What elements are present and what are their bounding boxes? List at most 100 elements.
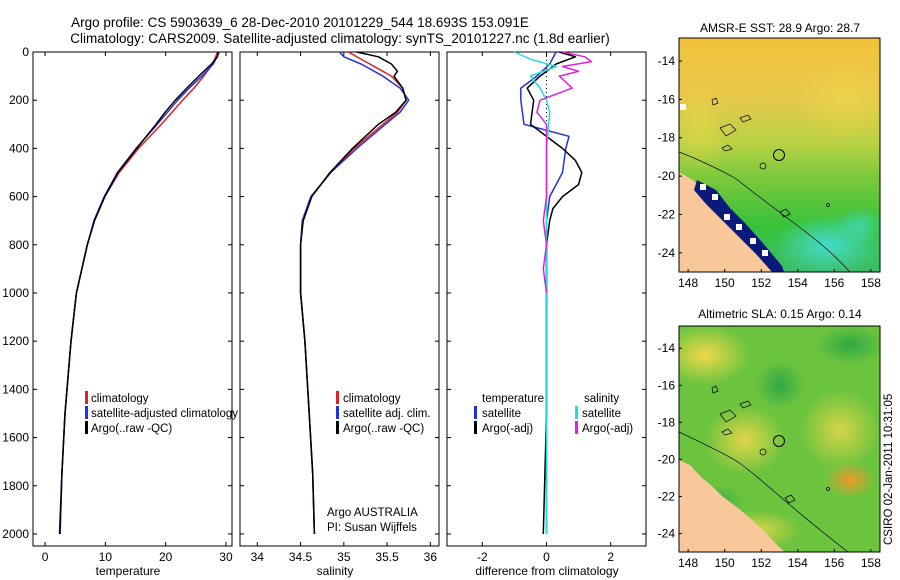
sst-map-image <box>679 38 880 272</box>
x-tick-label: 30 <box>219 550 233 564</box>
salinity-axes-frame <box>239 51 440 547</box>
lat-tick-label: -14 <box>658 54 676 68</box>
lon-tick-label: 148 <box>678 276 698 290</box>
legend-swatch-argo <box>336 421 339 434</box>
sla-map-panel: Altimetric SLA: 0.15 Argo: 0.14 148 150 15… <box>658 307 882 570</box>
series-line-salinity-argo-adj <box>536 51 593 294</box>
legend-swatch-climatology <box>336 391 339 404</box>
csiro-credit: CSIRO 02-Jan-2011 10:31:05 <box>883 394 895 545</box>
lat-tick-label: -22 <box>658 207 676 221</box>
temperature-panel: 0 200 400 600 800 1000 1200 1400 1600 1800 2000 0 1… <box>2 45 238 578</box>
title-line2: Climatology: CARS2009. Satellite-adjuste… <box>70 31 610 46</box>
x-tick-label: 2 <box>607 550 614 564</box>
legend-satellite-adjusted: satellite-adjusted climatology <box>91 408 238 420</box>
x-tick-label: 10 <box>99 550 113 564</box>
lon-tick-label: 148 <box>678 556 698 570</box>
sst-map-title: AMSR-E SST: 28.9 Argo: 28.7 <box>700 21 860 35</box>
legend-swatch-satellite-adj <box>336 406 339 419</box>
legend-swatch-temp-satellite <box>474 406 477 419</box>
x-tick-label: 36 <box>424 550 438 564</box>
y-tick-label: 1200 <box>2 334 29 348</box>
sst-longitude-axis: 148 150 152 154 156 158 <box>678 269 881 290</box>
x-tick-label: 35.5 <box>375 550 399 564</box>
sst-latitude-axis: -14 -16 -18 -20 -22 -24 <box>658 54 682 260</box>
sst-map-panel: AMSR-E SST: 28.9 Argo: 28.7 148 150 152 154… <box>658 21 882 290</box>
x-tick-label: 35 <box>337 550 351 564</box>
lon-tick-label: 152 <box>751 276 771 290</box>
salinity-x-axis: 34 34.5 35 35.5 36 <box>251 52 438 564</box>
salinity-depth-ticks <box>240 51 439 535</box>
lat-tick-label: -18 <box>658 415 676 429</box>
y-tick-label: 400 <box>9 141 29 155</box>
y-tick-label: 800 <box>9 238 29 252</box>
difference-depth-ticks <box>447 51 646 535</box>
salinity-panel: 34 34.5 35 35.5 36 salinity climatology sate… <box>239 51 440 578</box>
lon-tick-label: 156 <box>824 276 844 290</box>
temperature-xlabel: temperature <box>96 564 161 578</box>
y-tick-label: 600 <box>9 190 29 204</box>
y-tick-label: 2000 <box>2 527 29 541</box>
lon-tick-label: 158 <box>861 276 881 290</box>
salinity-xlabel: salinity <box>317 564 354 578</box>
argo-australia-label: Argo AUSTRALIA <box>327 507 418 519</box>
sst-reef-outline <box>679 151 851 272</box>
lat-tick-label: -16 <box>658 92 676 106</box>
y-tick-label: 200 <box>9 93 29 107</box>
x-tick-label: 0 <box>543 550 550 564</box>
sla-map-frame <box>678 325 881 553</box>
temperature-legend: climatology satellite-adjusted climatolo… <box>85 391 238 435</box>
x-tick-label: 0 <box>42 550 49 564</box>
lat-tick-label: -22 <box>658 489 676 503</box>
legend-swatch-argo <box>85 421 88 434</box>
lat-tick-label: -20 <box>658 452 676 466</box>
legend-salinity-title: salinity <box>584 393 619 405</box>
x-tick-label: -2 <box>477 550 488 564</box>
difference-xlabel: difference from climatology <box>475 564 618 578</box>
y-tick-label: 0 <box>22 45 29 59</box>
legend-climatology: climatology <box>343 393 401 405</box>
sst-map-frame <box>678 37 881 273</box>
sla-latitude-axis: -14 -16 -18 -20 -22 -24 <box>658 341 682 540</box>
lon-tick-label: 154 <box>788 556 808 570</box>
salinity-legend: climatology satellite adj. clim. Argo(..… <box>336 391 431 435</box>
y-tick-label: 1000 <box>2 286 29 300</box>
x-tick-label: 20 <box>159 550 173 564</box>
lat-tick-label: -20 <box>658 169 676 183</box>
legend-swatch-climatology <box>85 391 88 404</box>
sla-longitude-axis: 148 150 152 154 156 158 <box>678 549 881 570</box>
series-line-argo-raw-qc <box>299 51 407 535</box>
sla-argo-position <box>773 435 785 447</box>
lat-tick-label: -16 <box>658 378 676 392</box>
sst-argo-position <box>773 149 785 161</box>
lon-tick-label: 154 <box>788 276 808 290</box>
lat-tick-label: -24 <box>658 526 676 540</box>
title-line1: Argo profile: CS 5903639_6 28-Dec-2010 2… <box>71 15 529 30</box>
legend-swatch-sal-satellite <box>575 406 578 419</box>
y-tick-label: 1800 <box>2 479 29 493</box>
difference-x-axis: -2 0 2 <box>477 52 614 564</box>
lon-tick-label: 150 <box>715 276 735 290</box>
depth-axis: 0 200 400 600 800 1000 1200 1400 1600 1800 2000 <box>2 45 232 541</box>
lon-tick-label: 158 <box>861 556 881 570</box>
legend-argo: Argo(..raw -QC) <box>343 423 424 435</box>
sla-reef-outline <box>679 431 849 552</box>
difference-series <box>514 51 593 535</box>
difference-legend: temperature satellite Argo(-adj) salinit… <box>474 393 633 435</box>
sla-map-image <box>679 326 880 552</box>
legend-sal-satellite: satellite <box>582 408 621 420</box>
legend-temperature-title: temperature <box>482 393 544 405</box>
legend-temp-argo: Argo(-adj) <box>482 423 533 435</box>
sla-land-mass <box>679 460 785 552</box>
difference-panel: -2 0 2 difference from climatology tempera… <box>446 51 647 578</box>
legend-argo: Argo(..raw -QC) <box>91 423 172 435</box>
legend-swatch-temp-argo <box>474 421 477 434</box>
legend-swatch-satellite-adjusted <box>85 406 88 419</box>
x-tick-label: 34 <box>251 550 265 564</box>
temperature-axes-frame <box>32 51 233 547</box>
salinity-series <box>299 51 410 535</box>
lon-tick-label: 152 <box>751 556 771 570</box>
x-tick-label: 34.5 <box>289 550 313 564</box>
legend-temp-satellite: satellite <box>482 408 521 420</box>
lat-tick-label: -24 <box>658 246 676 260</box>
